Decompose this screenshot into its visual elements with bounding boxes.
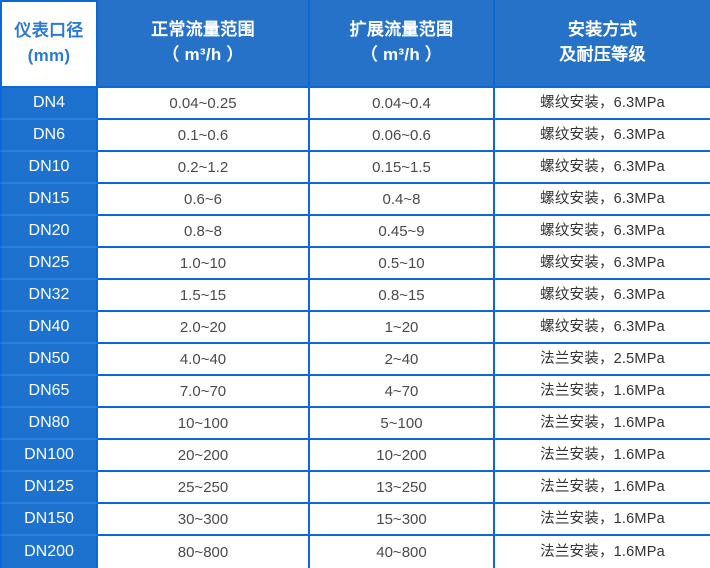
cell-meter-diameter: DN6 [0,120,98,152]
cell-extended-flow-range: 2~40 [310,344,495,376]
cell-meter-diameter: DN40 [0,312,98,344]
table-row: DN40 2.0~20 1~20 螺纹安装，6.3MPa [0,312,710,344]
cell-meter-diameter: DN15 [0,184,98,216]
cell-normal-flow-range: 80~800 [98,536,310,568]
cell-meter-diameter: DN200 [0,536,98,568]
cell-installation-pressure: 螺纹安装，6.3MPa [495,216,710,248]
cell-extended-flow-range: 15~300 [310,504,495,536]
table-row: DN32 1.5~15 0.8~15 螺纹安装，6.3MPa [0,280,710,312]
cell-installation-pressure: 法兰安装，1.6MPa [495,504,710,536]
table-row: DN6 0.1~0.6 0.06~0.6 螺纹安装，6.3MPa [0,120,710,152]
cell-installation-pressure: 螺纹安装，6.3MPa [495,184,710,216]
column-header-line2: (mm) [27,46,71,65]
cell-extended-flow-range: 10~200 [310,440,495,472]
cell-extended-flow-range: 4~70 [310,376,495,408]
cell-installation-pressure: 螺纹安装，6.3MPa [495,88,710,120]
cell-installation-pressure: 螺纹安装，6.3MPa [495,152,710,184]
cell-installation-pressure: 法兰安装，1.6MPa [495,408,710,440]
cell-extended-flow-range: 13~250 [310,472,495,504]
table-header-row: 仪表口径 (mm) 正常流量范围 （ m³/h ） 扩展流量范围 （ m³/h … [0,0,710,88]
cell-installation-pressure: 法兰安装，1.6MPa [495,376,710,408]
cell-normal-flow-range: 7.0~70 [98,376,310,408]
table-row: DN15 0.6~6 0.4~8 螺纹安装，6.3MPa [0,184,710,216]
table-row: DN80 10~100 5~100 法兰安装，1.6MPa [0,408,710,440]
table-row: DN150 30~300 15~300 法兰安装，1.6MPa [0,504,710,536]
cell-installation-pressure: 法兰安装，1.6MPa [495,536,710,568]
cell-normal-flow-range: 2.0~20 [98,312,310,344]
table-row: DN200 80~800 40~800 法兰安装，1.6MPa [0,536,710,568]
cell-extended-flow-range: 1~20 [310,312,495,344]
cell-extended-flow-range: 0.8~15 [310,280,495,312]
cell-installation-pressure: 螺纹安装，6.3MPa [495,120,710,152]
cell-normal-flow-range: 0.04~0.25 [98,88,310,120]
cell-installation-pressure: 法兰安装，1.6MPa [495,440,710,472]
cell-meter-diameter: DN4 [0,88,98,120]
cell-extended-flow-range: 5~100 [310,408,495,440]
cell-extended-flow-range: 0.15~1.5 [310,152,495,184]
column-header-normal-flow-range: 正常流量范围 （ m³/h ） [98,0,310,88]
cell-installation-pressure: 法兰安装，2.5MPa [495,344,710,376]
cell-normal-flow-range: 10~100 [98,408,310,440]
table-row: DN50 4.0~40 2~40 法兰安装，2.5MPa [0,344,710,376]
cell-normal-flow-range: 0.8~8 [98,216,310,248]
cell-meter-diameter: DN32 [0,280,98,312]
cell-meter-diameter: DN80 [0,408,98,440]
table-row: DN125 25~250 13~250 法兰安装，1.6MPa [0,472,710,504]
cell-extended-flow-range: 0.5~10 [310,248,495,280]
cell-meter-diameter: DN25 [0,248,98,280]
column-header-line1: 正常流量范围 [151,20,255,40]
cell-normal-flow-range: 0.1~0.6 [98,120,310,152]
column-header-installation-and-pressure-rating: 安装方式 及耐压等级 [495,0,710,88]
column-header-line2: （ m³/h ） [162,45,244,64]
cell-installation-pressure: 法兰安装，1.6MPa [495,472,710,504]
cell-installation-pressure: 螺纹安装，6.3MPa [495,312,710,344]
table-row: DN100 20~200 10~200 法兰安装，1.6MPa [0,440,710,472]
table-row: DN4 0.04~0.25 0.04~0.4 螺纹安装，6.3MPa [0,88,710,120]
table-row: DN10 0.2~1.2 0.15~1.5 螺纹安装，6.3MPa [0,152,710,184]
cell-meter-diameter: DN150 [0,504,98,536]
cell-extended-flow-range: 0.4~8 [310,184,495,216]
column-header-line1: 仪表口径 [14,21,84,41]
cell-normal-flow-range: 1.5~15 [98,280,310,312]
column-header-line2: （ m³/h ） [360,45,443,64]
table-row: DN20 0.8~8 0.45~9 螺纹安装，6.3MPa [0,216,710,248]
cell-extended-flow-range: 0.06~0.6 [310,120,495,152]
cell-normal-flow-range: 0.6~6 [98,184,310,216]
table-row: DN65 7.0~70 4~70 法兰安装，1.6MPa [0,376,710,408]
column-header-line1: 安装方式 [567,20,638,40]
cell-normal-flow-range: 4.0~40 [98,344,310,376]
cell-normal-flow-range: 0.2~1.2 [98,152,310,184]
table-row: DN25 1.0~10 0.5~10 螺纹安装，6.3MPa [0,248,710,280]
cell-installation-pressure: 螺纹安装，6.3MPa [495,280,710,312]
cell-normal-flow-range: 20~200 [98,440,310,472]
cell-meter-diameter: DN100 [0,440,98,472]
column-header-line1: 扩展流量范围 [349,20,454,40]
cell-installation-pressure: 螺纹安装，6.3MPa [495,248,710,280]
table-body: DN4 0.04~0.25 0.04~0.4 螺纹安装，6.3MPa DN6 0.1~0.… [0,88,710,568]
cell-normal-flow-range: 25~250 [98,472,310,504]
cell-normal-flow-range: 1.0~10 [98,248,310,280]
cell-normal-flow-range: 30~300 [98,504,310,536]
cell-meter-diameter: DN65 [0,376,98,408]
cell-meter-diameter: DN125 [0,472,98,504]
cell-meter-diameter: DN10 [0,152,98,184]
column-header-extended-flow-range: 扩展流量范围 （ m³/h ） [310,0,495,88]
column-header-line2: 及耐压等级 [559,45,646,64]
column-header-meter-diameter: 仪表口径 (mm) [0,0,98,88]
cell-extended-flow-range: 40~800 [310,536,495,568]
cell-meter-diameter: DN50 [0,344,98,376]
cell-extended-flow-range: 0.04~0.4 [310,88,495,120]
cell-meter-diameter: DN20 [0,216,98,248]
cell-extended-flow-range: 0.45~9 [310,216,495,248]
